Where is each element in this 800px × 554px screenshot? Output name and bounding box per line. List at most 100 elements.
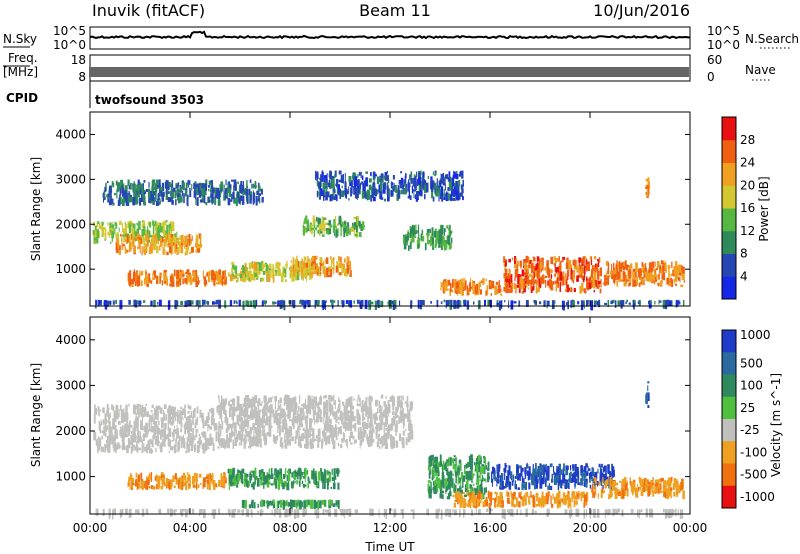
heatmap-cell — [357, 394, 360, 400]
heatmap-cell — [294, 471, 298, 477]
heatmap-cell — [268, 415, 272, 425]
heatmap-cell — [190, 448, 194, 451]
heatmap-cell — [203, 299, 206, 305]
heatmap-cell — [504, 259, 507, 262]
heatmap-cell — [222, 281, 226, 284]
heatmap-cell — [551, 287, 553, 291]
heatmap-cell — [109, 301, 112, 305]
heatmap-cell — [246, 416, 248, 421]
heatmap-cell — [519, 260, 522, 267]
heatmap-cell — [217, 395, 219, 398]
heatmap-cell — [175, 243, 178, 250]
heatmap-cell — [331, 477, 334, 482]
heatmap-cell — [246, 271, 249, 281]
heatmap-cell — [294, 481, 296, 483]
heatmap-cell — [141, 404, 144, 413]
heatmap-cell — [301, 432, 304, 439]
heatmap-cell — [145, 431, 147, 438]
heatmap-cell — [332, 440, 336, 450]
heatmap-cell — [621, 279, 625, 282]
heatmap-cell — [154, 225, 157, 231]
heatmap-cell — [420, 187, 423, 194]
heatmap-cell — [504, 300, 506, 303]
heatmap-cell — [192, 428, 194, 438]
heatmap-cell — [317, 407, 321, 413]
heatmap-cell — [598, 257, 601, 263]
heatmap-cell — [233, 431, 236, 437]
heatmap-cell — [561, 273, 565, 277]
heatmap-cell — [350, 227, 354, 232]
heatmap-cell — [400, 410, 403, 417]
heatmap-cell — [219, 402, 222, 412]
heatmap-cell — [140, 436, 142, 443]
heatmap-cell — [245, 187, 247, 192]
heatmap-cell — [374, 174, 377, 177]
heatmap-cell — [656, 261, 660, 269]
heatmap-cell — [409, 228, 412, 238]
heatmap-cell — [595, 279, 597, 287]
heatmap-cell — [182, 276, 184, 280]
heatmap-cell — [266, 267, 269, 278]
heatmap-cell — [672, 269, 675, 277]
heatmap-cell — [284, 444, 286, 447]
heatmap-cell — [568, 260, 572, 269]
heatmap-cell — [340, 299, 342, 305]
heatmap-cell — [357, 415, 361, 422]
heatmap-cell — [285, 431, 287, 434]
heatmap-cell — [188, 179, 190, 188]
heatmap-cell — [218, 201, 220, 204]
heatmap-cell — [529, 273, 532, 277]
heatmap-cell — [98, 225, 101, 230]
heatmap-cell — [627, 265, 630, 268]
heatmap-cell — [126, 417, 129, 424]
heatmap-cell — [155, 405, 159, 411]
heatmap-cell — [268, 428, 272, 437]
heatmap-cell — [620, 300, 623, 309]
heatmap-cell — [362, 424, 365, 431]
heatmap-cell — [282, 482, 285, 490]
heatmap-cell — [441, 196, 444, 202]
heatmap-cell — [593, 271, 597, 281]
heatmap-cell — [124, 246, 126, 254]
heatmap-cell — [274, 395, 277, 399]
heatmap-cell — [248, 274, 250, 282]
heatmap-cell — [674, 273, 678, 282]
heatmap-cell — [427, 232, 429, 242]
heatmap-cell — [457, 464, 460, 468]
heatmap-cell — [232, 191, 235, 200]
heatmap-cell — [236, 396, 240, 406]
heatmap-cell — [165, 187, 168, 194]
heatmap-cell — [320, 194, 323, 197]
heatmap-cell — [94, 408, 97, 411]
heatmap-cell — [232, 415, 234, 425]
heatmap-cell — [477, 475, 480, 479]
heatmap-cell — [258, 417, 260, 421]
heatmap-cell — [498, 280, 500, 290]
heatmap-cell — [135, 446, 139, 452]
heatmap-cell — [464, 278, 466, 288]
heatmap-cell — [362, 400, 364, 403]
heatmap-cell — [188, 419, 190, 429]
heatmap-cell — [319, 182, 321, 192]
heatmap-cell — [258, 409, 262, 412]
heatmap-cell — [310, 433, 314, 436]
heatmap-cell — [402, 395, 404, 401]
heatmap-cell — [254, 395, 258, 402]
heatmap-cell — [241, 278, 244, 282]
heatmap-cell — [312, 410, 315, 416]
heatmap-cell — [279, 499, 283, 508]
heatmap-cell — [166, 224, 169, 235]
heatmap-cell — [267, 398, 270, 404]
heatmap-cell — [414, 180, 417, 189]
heatmap-cell — [274, 401, 276, 410]
heatmap-cell — [448, 228, 450, 236]
heatmap-cell — [104, 232, 106, 236]
colorbar-tick-label: 24 — [740, 156, 755, 170]
heatmap-cell — [198, 484, 200, 487]
heatmap-cell — [259, 419, 261, 426]
heatmap-cell — [245, 479, 248, 483]
heatmap-cell — [265, 420, 268, 426]
heatmap-cell — [642, 263, 645, 273]
heatmap-cell — [290, 265, 293, 270]
